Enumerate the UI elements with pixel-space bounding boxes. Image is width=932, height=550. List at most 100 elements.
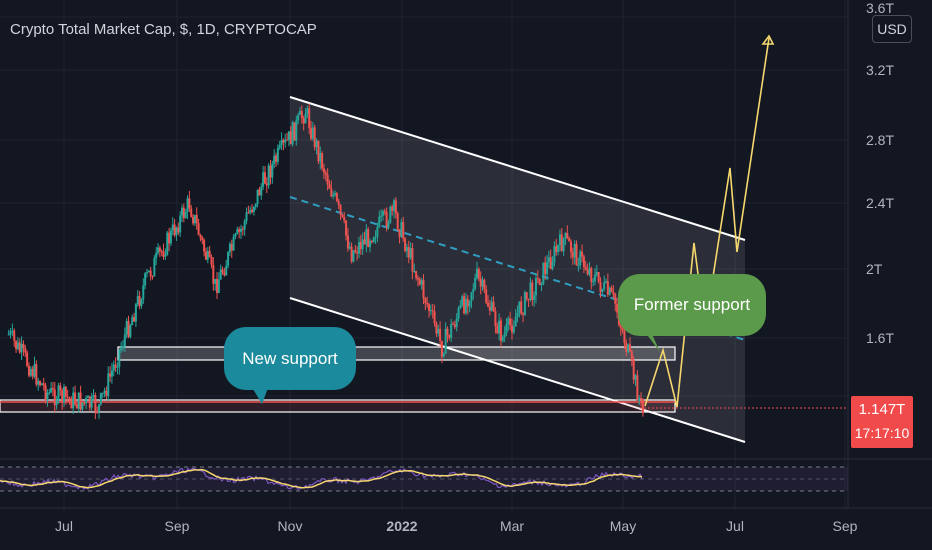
candle-body [140,299,143,306]
candle-body [201,237,204,241]
candle-body [121,346,124,348]
price-tick-label: 1.6T [866,330,894,346]
candle-body [571,252,574,258]
candle-body [203,240,206,252]
candle-body [74,392,77,405]
candle-body [407,247,410,258]
candle-body [520,301,523,314]
candle-body [31,368,34,377]
candle-body [311,127,314,139]
candle-body [592,281,595,283]
candle-body [157,247,160,253]
new-support-zone[interactable] [0,399,676,413]
candle-body [245,212,248,222]
candle-body [260,186,263,196]
candle-body [381,211,384,216]
channel-upper-line[interactable] [289,96,746,241]
candle-body [50,388,53,393]
candle-body [310,128,313,139]
candle-body [634,375,637,380]
candle-body [555,246,558,252]
candle-body [426,303,429,305]
candle-body [175,227,178,236]
candle-body [151,276,154,278]
candle-body [190,208,193,217]
time-tick-label: Jul [726,518,744,534]
candle-body [601,289,604,292]
candle-body [547,257,550,263]
candle-body [158,247,161,252]
candle-body [162,251,165,257]
candle-body [230,243,233,251]
candle-body [470,292,473,302]
candle-body [273,155,276,164]
candle-body [569,241,572,253]
chart-title: Crypto Total Market Cap, $, 1D, CRYPTOCA… [10,21,317,38]
new-support-label[interactable]: New support [224,327,356,390]
candle-body [221,269,224,273]
candle-body [612,291,615,295]
candle-body [86,396,89,398]
candle-body [523,292,526,315]
candle-body [59,385,62,391]
candle-body [35,364,38,385]
candle-body [457,308,460,319]
candle-body [13,330,16,341]
candle-body [77,392,80,409]
candle-body [608,287,611,295]
time-axis-labels: Jul Sep Nov 2022 Mar May Jul Sep [55,518,858,534]
rsi-line [0,467,643,491]
candle-body [577,265,580,267]
candle-body [494,311,497,326]
candle-body [387,222,390,228]
candle-body [145,272,148,274]
candle-body [20,343,23,353]
candle-body [477,268,480,279]
candle-body [420,280,423,285]
candle-body [346,235,349,249]
candle-body [496,325,499,334]
candle-body [448,335,451,338]
former-support-zone[interactable] [117,346,676,361]
candle-body [606,281,609,295]
candle-body [621,327,624,331]
candle-body [90,396,93,408]
candle-body [511,325,513,333]
candle-body [129,325,132,337]
candle-body [304,113,307,124]
candle-body [640,397,643,400]
candle-body [173,224,176,236]
candle-body [55,400,58,406]
candle-body [356,251,359,254]
candle-body [276,147,279,162]
currency-button[interactable]: USD [872,15,912,43]
candle-body [118,349,121,367]
candle-body [216,278,219,293]
candle-body [155,252,158,259]
time-tick-label: 2022 [386,518,417,534]
candle-body [540,283,543,286]
channel-lower-line[interactable] [289,297,746,443]
candle-body [481,279,484,287]
candle-body [193,215,196,224]
candle-body [361,239,364,250]
candle-body [238,229,241,232]
candle-body [251,209,254,213]
candle-body [289,131,292,145]
candle-body [72,392,75,409]
candle-body [214,278,217,284]
candle-body [599,282,602,292]
candle-body [98,404,101,412]
candle-body [442,353,445,357]
time-tick-label: Sep [833,518,858,534]
candle-body [394,200,397,214]
candle-body [605,281,608,283]
candle-body [507,318,510,325]
price-axis-labels: 1.6T 2T 2.4T 2.8T 3.2T 3.6T [866,0,894,346]
former-support-label[interactable]: Former support [618,274,766,336]
candle-body [275,155,278,162]
candle-body [227,252,230,266]
candle-body [212,264,215,284]
candle-body [402,222,405,239]
